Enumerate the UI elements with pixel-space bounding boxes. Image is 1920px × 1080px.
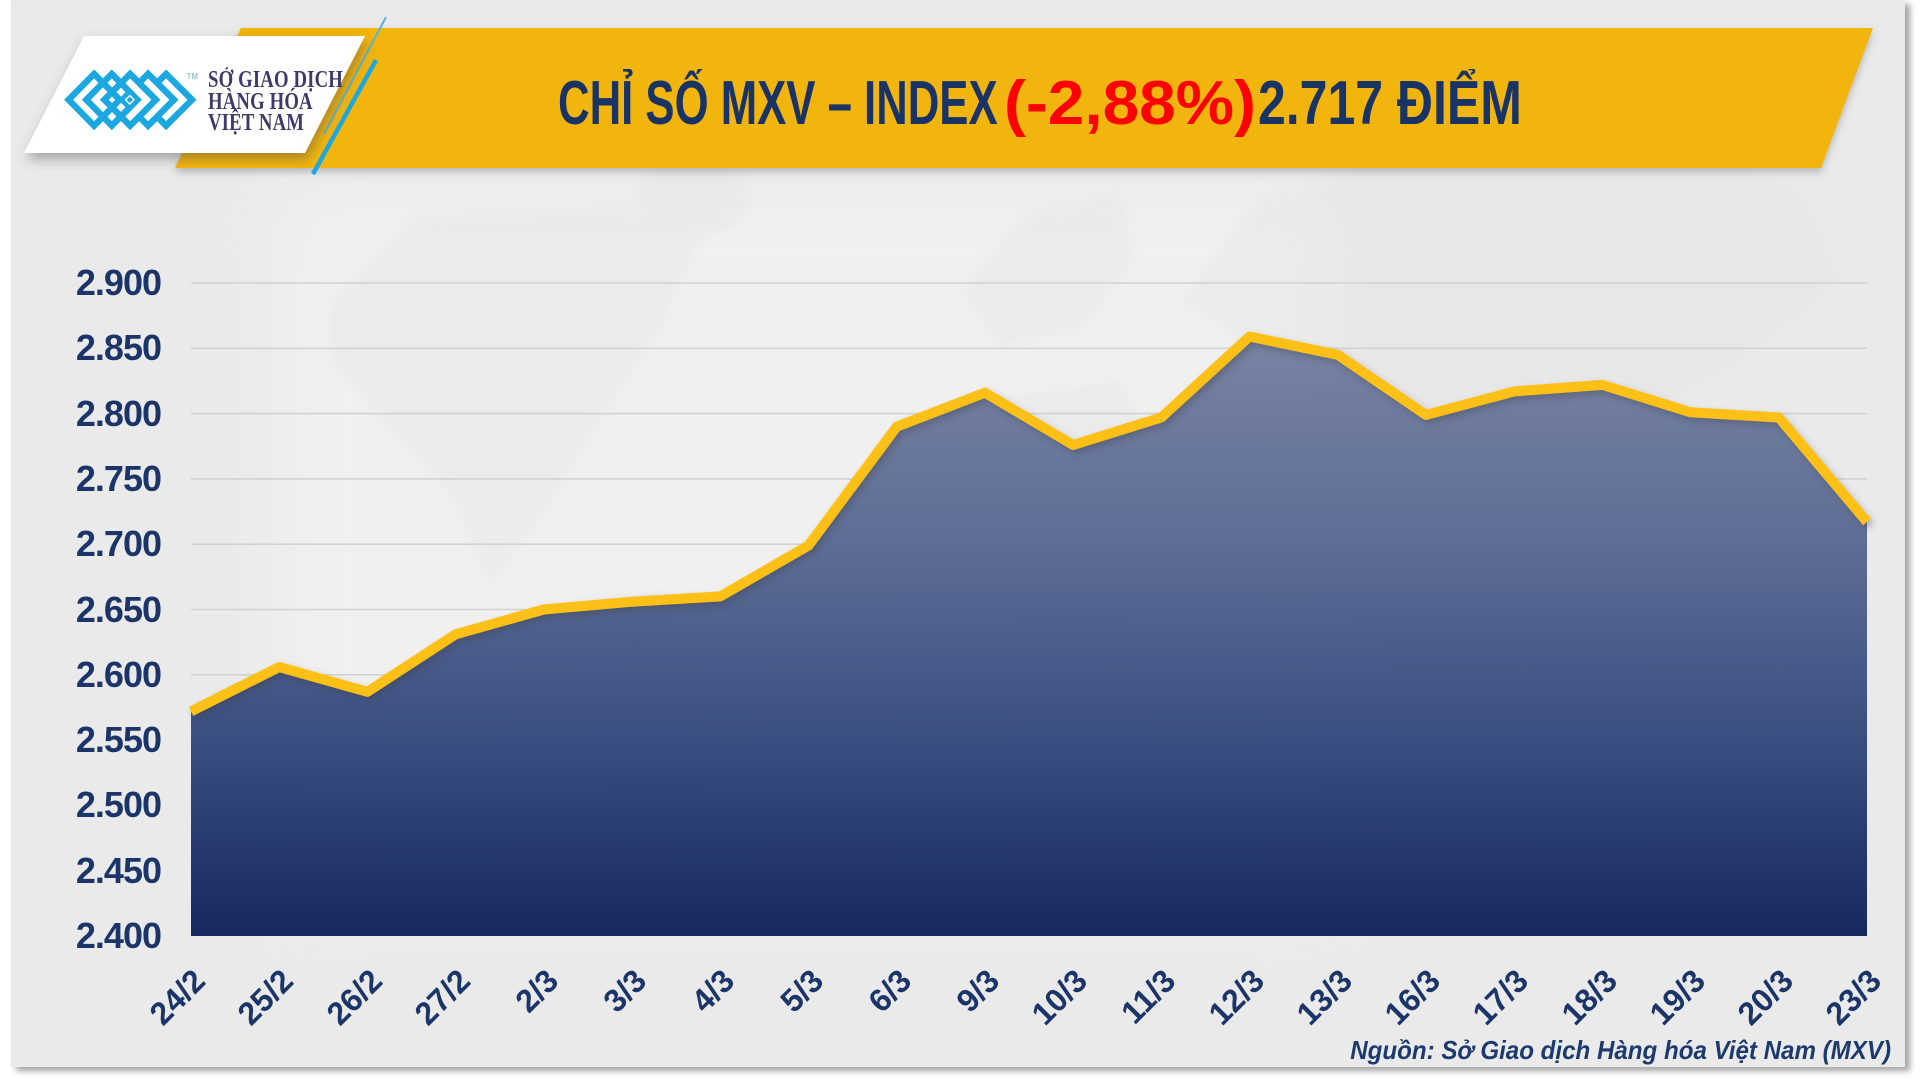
svg-text:TM: TM	[187, 72, 199, 81]
